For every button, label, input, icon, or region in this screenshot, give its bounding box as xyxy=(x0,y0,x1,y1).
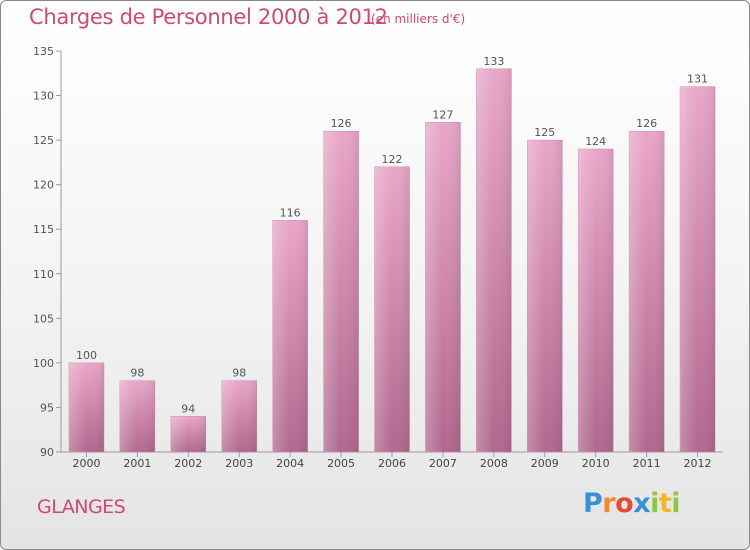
bar-shade-2001 xyxy=(119,380,155,452)
value-label-2007: 127 xyxy=(432,108,453,121)
y-tick-label: 130 xyxy=(33,90,54,103)
axes: 90 95 100 105 110 115 120 125 130 135 2000 2001 2002… xyxy=(33,45,723,470)
bar-shade-2012 xyxy=(680,86,716,453)
y-tick-label: 110 xyxy=(33,268,54,281)
bar-shade-2009 xyxy=(527,140,563,452)
bar-shade-2005 xyxy=(323,131,359,452)
bar-shade-2006 xyxy=(374,166,410,452)
x-tick-label: 2009 xyxy=(531,457,559,470)
bar-shade-2000 xyxy=(68,362,104,452)
value-label-2006: 122 xyxy=(382,153,403,166)
value-label-2012: 131 xyxy=(687,73,708,86)
x-tick-label: 2005 xyxy=(327,457,355,470)
value-label-2008: 133 xyxy=(483,55,504,68)
x-tick-label: 2002 xyxy=(174,457,202,470)
y-tick-label: 125 xyxy=(33,134,54,147)
x-tick-label: 2001 xyxy=(123,457,151,470)
y-tick-label: 135 xyxy=(33,45,54,58)
y-tick-label: 100 xyxy=(33,357,54,370)
bar-shade-2004 xyxy=(272,220,308,452)
bars xyxy=(68,68,716,453)
y-tick-label: 90 xyxy=(40,446,54,459)
value-label-2003: 98 xyxy=(232,367,246,380)
bar-shade-2003 xyxy=(221,380,257,452)
value-label-2002: 94 xyxy=(181,402,195,415)
x-tick-label: 2007 xyxy=(429,457,457,470)
data-labels: 100 98 94 98 116 126 122 127 133 125 124 126 131 xyxy=(76,55,708,416)
proxiti-logo: Proxiti xyxy=(583,488,681,519)
value-label-2005: 126 xyxy=(331,117,352,130)
value-label-2004: 116 xyxy=(280,206,301,219)
x-tick-label: 2008 xyxy=(480,457,508,470)
x-tick-label: 2010 xyxy=(582,457,610,470)
y-tick-label: 115 xyxy=(33,223,54,236)
value-label-2009: 125 xyxy=(534,126,555,139)
y-tick-label: 95 xyxy=(40,401,54,414)
x-tick-label: 2011 xyxy=(633,457,661,470)
bar-shade-2010 xyxy=(578,149,614,452)
x-tick-label: 2006 xyxy=(378,457,406,470)
x-tick-label: 2004 xyxy=(276,457,304,470)
unit-label: (en milliers d'€) xyxy=(371,12,466,26)
value-label-2000: 100 xyxy=(76,349,97,362)
bar-shade-2002 xyxy=(170,416,206,452)
x-tick-label: 2012 xyxy=(684,457,712,470)
bar-shade-2007 xyxy=(425,122,461,453)
bar-shade-2008 xyxy=(476,68,512,453)
x-tick-label: 2000 xyxy=(72,457,100,470)
commune-name: GLANGES xyxy=(37,496,126,518)
y-tick-label: 120 xyxy=(33,179,54,192)
value-label-2011: 126 xyxy=(636,117,657,130)
y-tick-label: 105 xyxy=(33,312,54,325)
x-tick-label: 2003 xyxy=(225,457,253,470)
bar-shade-2011 xyxy=(629,131,665,452)
value-label-2010: 124 xyxy=(585,135,606,148)
value-label-2001: 98 xyxy=(130,367,144,380)
chart-title: Charges de Personnel 2000 à 2012 xyxy=(29,5,388,29)
